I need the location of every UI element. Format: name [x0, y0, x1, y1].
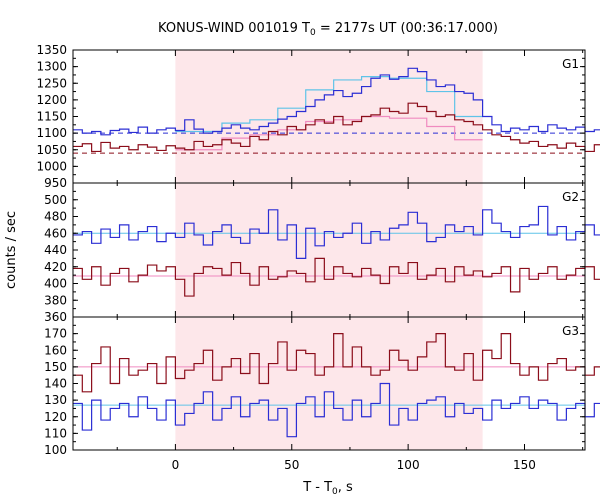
y-tick-label: 1300	[36, 60, 67, 74]
y-tick-label: 100	[44, 443, 67, 457]
y-tick-label: 420	[44, 260, 67, 274]
y-tick-label: 400	[44, 277, 67, 291]
histogram-G1-red	[73, 102, 600, 153]
shaded-interval-G1	[175, 50, 483, 183]
chart-title: KONUS-WIND 001019 T0 = 2177s UT (00:36:1…	[158, 21, 498, 38]
y-tick-label: 120	[44, 410, 67, 424]
y-tick-label: 1100	[36, 126, 67, 140]
y-tick-label: 440	[44, 243, 67, 257]
x-tick-label: 0	[172, 458, 180, 472]
shaded-interval-G3	[175, 317, 483, 450]
panel-label-G3: G3	[562, 324, 579, 338]
y-tick-label: 1350	[36, 43, 67, 57]
x-tick-label: 100	[397, 458, 420, 472]
y-tick-label: 360	[44, 310, 67, 324]
y-tick-label: 170	[44, 327, 67, 341]
x-axis-label: T - T0, s	[302, 480, 353, 497]
histogram-G3-red	[73, 333, 600, 393]
y-tick-label: 1000	[36, 159, 67, 173]
y-tick-label: 1150	[36, 110, 67, 124]
y-tick-label: 480	[44, 210, 67, 224]
y-tick-label: 150	[44, 360, 67, 374]
model-step-G1-0	[175, 76, 483, 133]
y-tick-label: 1250	[36, 76, 67, 90]
histogram-G3-blue	[73, 382, 600, 438]
panel-label-G2: G2	[562, 190, 579, 204]
panel-label-G1: G1	[562, 57, 579, 71]
y-tick-label: 140	[44, 377, 67, 391]
y-tick-label: 130	[44, 393, 67, 407]
y-tick-label: 460	[44, 226, 67, 240]
y-tick-label: 380	[44, 293, 67, 307]
histogram-G2-red	[73, 257, 600, 297]
y-tick-label: 950	[44, 176, 67, 190]
x-tick-label: 150	[513, 458, 536, 472]
histogram-G1-blue	[73, 67, 600, 136]
histogram-G2-blue	[73, 205, 600, 259]
x-tick-label: 50	[284, 458, 299, 472]
y-tick-label: 500	[44, 193, 67, 207]
y-tick-label: 160	[44, 343, 67, 357]
y-tick-label: 1200	[36, 93, 67, 107]
y-axis-label: counts / sec	[4, 211, 19, 289]
shaded-interval-G2	[175, 183, 483, 317]
y-tick-label: 1050	[36, 143, 67, 157]
y-tick-label: 110	[44, 426, 67, 440]
